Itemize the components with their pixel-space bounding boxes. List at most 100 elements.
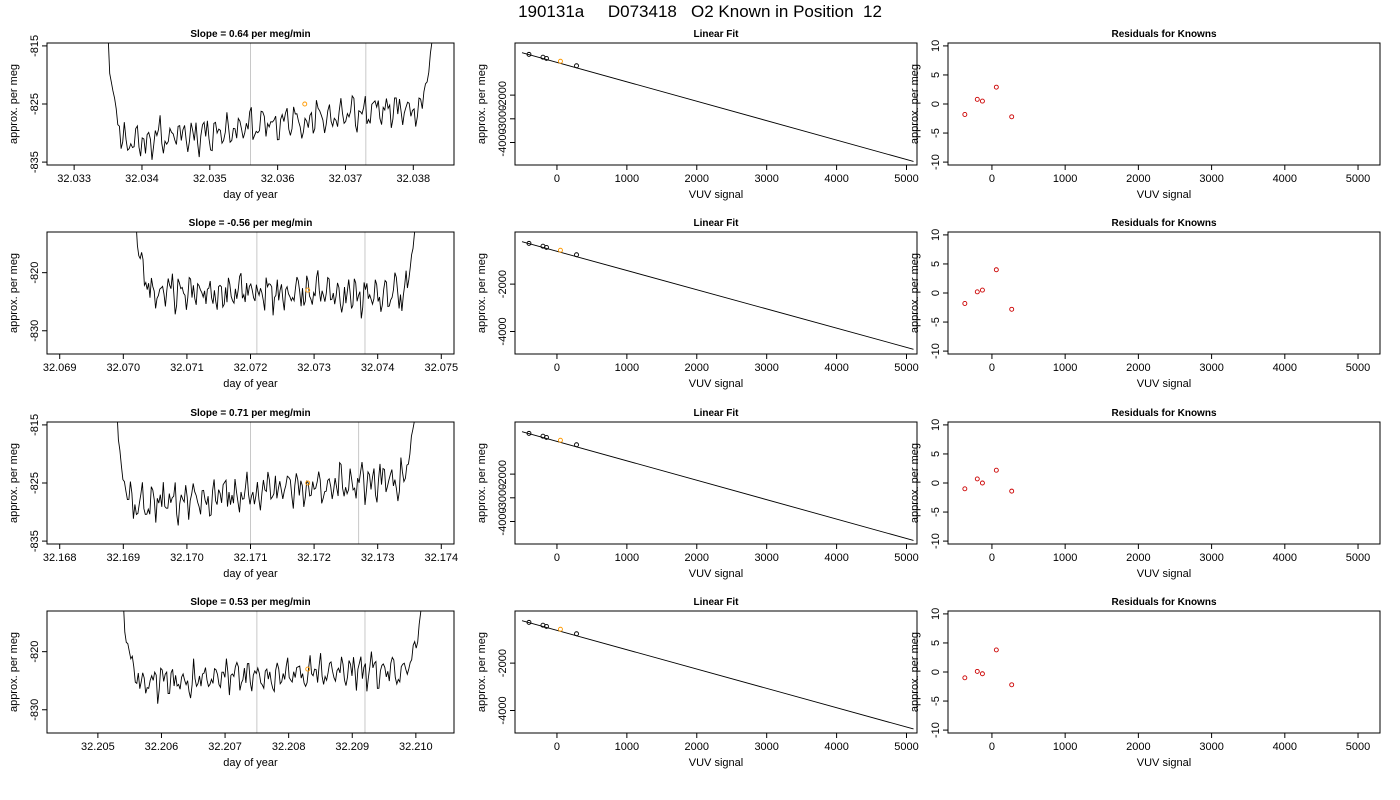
row4-trace-ylabel: approx. per meg: [8, 632, 20, 712]
row4-resid-point-3: [993, 647, 999, 653]
row4-resid-point-4: [1009, 682, 1015, 688]
row1-fit-xtick-label-4: 4000: [824, 173, 848, 185]
row2-trace-xtick-label-0: 32.069: [43, 362, 77, 374]
row2-resid-point-2: [979, 287, 985, 293]
row2-fit-xtick-label-4: 4000: [824, 362, 848, 374]
row3-fit-ylabel: approx. per meg: [476, 443, 488, 523]
row1-resid-ylabel: approx. per meg: [909, 64, 921, 144]
row1-trace-ytick-label-1: -825: [29, 93, 41, 115]
row1-fit-xtick-label-3: 3000: [754, 173, 778, 185]
row3-trace-xtick-label-1: 32.169: [106, 552, 140, 564]
row4-resid-point-2: [979, 671, 985, 677]
row1-resid-point-2: [979, 98, 985, 104]
row4-resid-point-1: [974, 668, 980, 674]
row3-trace-xtick-label-6: 32.174: [424, 552, 458, 564]
row3-fit-fit-line: [521, 431, 914, 541]
row3-trace-ytick-label-2: -835: [29, 530, 41, 552]
row4-trace-trace-line: [123, 611, 422, 704]
row2-trace-ylabel: approx. per meg: [8, 253, 20, 333]
row2-resid-xlabel: VUV signal: [1137, 378, 1191, 390]
row2-resid-xtick-label-0: 0: [989, 362, 995, 374]
row3-resid-ytick-label-4: -10: [930, 533, 942, 549]
row4-resid-ytick-label-1: 5: [930, 640, 942, 646]
row1-resid-point-3: [993, 84, 999, 90]
row3-fit-point-0: [526, 430, 532, 436]
row1-trace-xlabel: day of year: [223, 189, 278, 201]
row3-fit-point-2: [544, 434, 549, 440]
row2-resid-point-0: [962, 301, 968, 306]
row2-trace-xtick-label-3: 32.072: [234, 362, 268, 374]
row4-resid-ytick-label-0: 10: [930, 608, 942, 620]
row4-resid-xtick-label-0: 0: [989, 741, 995, 753]
row3-fit-xtick-label-5: 5000: [894, 552, 918, 564]
row1-trace-xtick-label-2: 32.035: [193, 173, 227, 185]
row3-fit-xtick-label-1: 1000: [615, 552, 639, 564]
row2-resid-ytick-label-0: 10: [930, 229, 942, 241]
row2-resid-xtick-label-1: 1000: [1053, 362, 1077, 374]
row3-resid-ytick-label-2: 0: [930, 480, 942, 486]
row4-fit-xtick-label-0: 0: [554, 741, 560, 753]
row1-trace-xtick-label-1: 32.034: [125, 173, 159, 185]
row2-resid-ytick-label-4: -10: [930, 343, 942, 359]
row4-fit-xtick-label-4: 4000: [824, 741, 848, 753]
row3-resid-point-3: [993, 467, 999, 473]
row4-fit-point-4: [574, 631, 579, 637]
row2-fit-xtick-label-5: 5000: [894, 362, 918, 374]
row1-fit-ytick-label-2: -4000: [497, 128, 509, 156]
row1-fit-xtick-label-1: 1000: [615, 173, 639, 185]
row1-resid-frame: [947, 42, 1381, 166]
row2-trace-xtick-label-1: 32.070: [106, 362, 140, 374]
row1-fit-point-4: [574, 63, 579, 69]
row3-fit-ytick-label-1: -3000: [497, 484, 509, 512]
row4-resid-xtick-label-4: 4000: [1273, 741, 1297, 753]
row3-fit-frame: [514, 421, 918, 545]
row3-trace-xtick-label-4: 32.172: [297, 552, 331, 564]
row3-resid-point-4: [1009, 488, 1015, 494]
row1-fit-xlabel: VUV signal: [689, 189, 743, 201]
row2-fit-xtick-label-3: 3000: [754, 362, 778, 374]
row4-trace-ytick-label-0: -820: [29, 641, 41, 663]
row4-fit-ytick-label-1: -4000: [497, 696, 509, 724]
row4-fit-xtick-label-5: 5000: [894, 741, 918, 753]
row4-resid-ytick-label-3: -5: [930, 696, 942, 706]
row4-trace-xtick-label-0: 32.205: [81, 741, 115, 753]
row4-fit-xtick-label-1: 1000: [615, 741, 639, 753]
row1-trace-xtick-label-4: 32.037: [329, 173, 363, 185]
row2-resid-xtick-label-5: 5000: [1346, 362, 1370, 374]
row1-fit-xtick-label-5: 5000: [894, 173, 918, 185]
row3-resid-xtick-label-0: 0: [989, 552, 995, 564]
row4-trace-ytick-label-1: -830: [29, 699, 41, 721]
row3-fit-xtick-label-3: 3000: [754, 552, 778, 564]
row3-resid-ytick-label-1: 5: [930, 451, 942, 457]
row1-resid-ytick-label-3: -5: [930, 128, 942, 138]
row4-trace-frame: [46, 610, 455, 734]
row3-trace-known-marker: [305, 480, 311, 486]
row1-resid-ytick-label-4: -10: [930, 154, 942, 170]
row2-fit-xtick-label-0: 0: [554, 362, 560, 374]
row2-trace-xtick-label-6: 32.075: [424, 362, 458, 374]
row2-resid-title: Residuals for Knowns: [1111, 218, 1216, 229]
row1-fit-xtick-label-0: 0: [554, 173, 560, 185]
row3-trace-xtick-label-5: 32.173: [361, 552, 395, 564]
row3-fit-ytick-label-2: -4000: [497, 507, 509, 535]
row2-resid-frame: [947, 231, 1381, 355]
row3-trace-xtick-label-0: 32.168: [43, 552, 77, 564]
row1-resid-xtick-label-3: 3000: [1199, 173, 1223, 185]
row1-trace-xtick-label-0: 32.033: [57, 173, 91, 185]
row2-resid-xtick-label-2: 2000: [1126, 362, 1150, 374]
row3-resid-xlabel: VUV signal: [1137, 568, 1191, 580]
row1-resid-title: Residuals for Knowns: [1111, 29, 1216, 40]
row4-resid-title: Residuals for Knowns: [1111, 597, 1216, 608]
row1-fit-title: Linear Fit: [693, 29, 739, 40]
row3-resid-xtick-label-1: 1000: [1053, 552, 1077, 564]
row3-fit-xtick-label-4: 4000: [824, 552, 848, 564]
row3-fit-point-3: [557, 437, 563, 443]
row3-trace-xtick-label-2: 32.170: [170, 552, 204, 564]
row1-fit-point-3: [557, 58, 563, 64]
row3-trace-title: Slope = 0.71 per meg/min: [190, 408, 310, 419]
row1-resid-ytick-label-0: 10: [930, 40, 942, 52]
row3-trace-ytick-label-0: -815: [29, 414, 41, 436]
page-title: 190131a D073418 O2 Known in Position 12: [518, 2, 882, 21]
row2-resid-point-3: [993, 267, 999, 273]
